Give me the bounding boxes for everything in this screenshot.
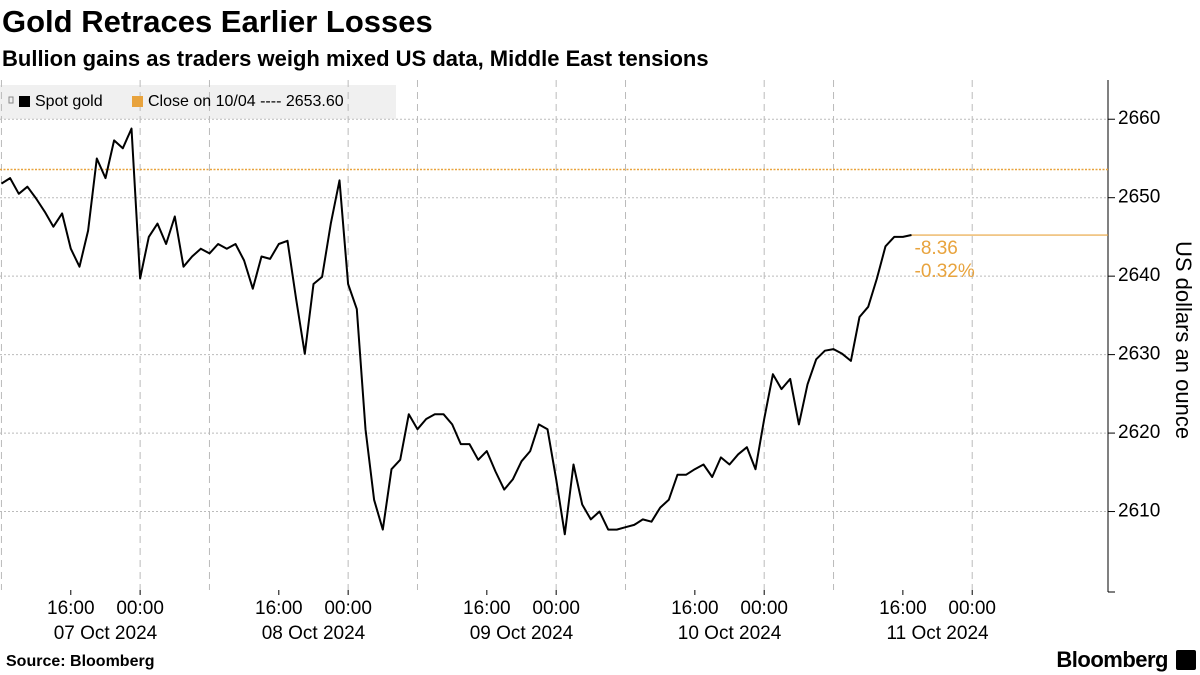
legend-swatch (19, 96, 30, 107)
price-line (0, 127, 912, 536)
y-tick-label: 2650 (1118, 187, 1160, 208)
legend-box (0, 85, 396, 119)
y-tick-label: 2660 (1118, 108, 1160, 129)
chart-subtitle: Bullion gains as traders weigh mixed US … (2, 46, 709, 71)
brand-icon (1176, 650, 1196, 670)
x-tick-label: 00:00 (116, 598, 164, 619)
x-group-label: 11 Oct 2024 (886, 623, 989, 644)
legend-icon (8, 96, 14, 104)
x-tick-label: 00:00 (324, 598, 372, 619)
source: Source: Bloomberg (6, 653, 154, 670)
change-annotation: -8.36 (915, 238, 958, 259)
x-tick-label: 16:00 (671, 598, 719, 619)
x-group-label: 10 Oct 2024 (678, 623, 782, 644)
legend-label: Close on 10/04 ---- 2653.60 (148, 93, 344, 110)
x-tick-label: 00:00 (740, 598, 788, 619)
y-tick-label: 2640 (1118, 265, 1160, 286)
x-tick-label: 00:00 (532, 598, 580, 619)
x-tick-label: 00:00 (948, 598, 996, 619)
y-tick-label: 2620 (1118, 422, 1160, 443)
x-tick-label: 16:00 (463, 598, 511, 619)
x-tick-label: 16:00 (47, 598, 95, 619)
y-tick-label: 2610 (1118, 501, 1160, 522)
change-annotation: -0.32% (915, 261, 975, 282)
x-tick-label: 16:00 (879, 598, 927, 619)
legend-swatch (132, 96, 143, 107)
y-axis-label: US dollars an ounce (1171, 241, 1196, 439)
legend-label: Spot gold (35, 93, 103, 110)
x-tick-label: 16:00 (255, 598, 303, 619)
x-group-label: 08 Oct 2024 (262, 623, 366, 644)
x-group-label: 09 Oct 2024 (470, 623, 574, 644)
chart-title: Gold Retraces Earlier Losses (2, 4, 433, 39)
x-group-label: 07 Oct 2024 (54, 623, 158, 644)
brand: Bloomberg (1056, 647, 1168, 672)
y-tick-label: 2630 (1118, 344, 1160, 365)
